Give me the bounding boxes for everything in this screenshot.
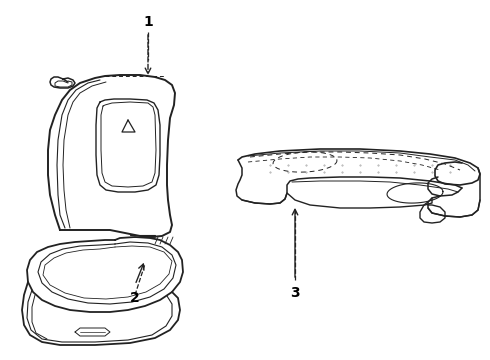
Text: 2: 2 (130, 291, 140, 305)
Text: 1: 1 (143, 15, 153, 29)
Text: 3: 3 (290, 286, 300, 300)
